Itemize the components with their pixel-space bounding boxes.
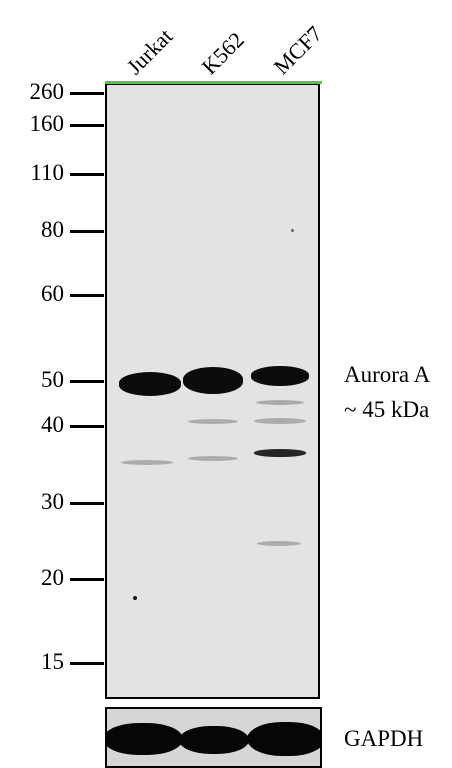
speck-dot (291, 229, 294, 232)
faint-band-mcf7-42 (254, 418, 306, 424)
band-mcf7-aurora-a (251, 366, 309, 386)
faint-band-mcf7-24 (257, 541, 301, 546)
faint-band-k562-35 (188, 456, 238, 461)
band-k562-aurora-a (183, 367, 243, 394)
mw-label-15: 15 (41, 649, 64, 674)
mw-label-20: 20 (41, 565, 64, 590)
mw-label-160: 160 (29, 111, 65, 136)
blot-top-edge (105, 81, 322, 84)
mw-label-80: 80 (41, 217, 64, 242)
mw-tick-50 (70, 380, 104, 383)
faint-band-mcf7-45 (256, 400, 304, 405)
mw-label-60: 60 (41, 281, 64, 306)
lane-label-mcf7: MCF7 (268, 20, 327, 80)
mw-label-110: 110 (30, 160, 64, 185)
mw-tick-110 (70, 173, 104, 176)
mw-tick-40 (70, 425, 104, 428)
gapdh-band-k562 (179, 726, 249, 754)
mw-tick-60 (70, 294, 104, 297)
lane-label-k562: K562 (196, 27, 249, 80)
gapdh-band-mcf7 (247, 722, 320, 756)
gapdh-blot-panel (105, 707, 322, 768)
gapdh-label: GAPDH (344, 726, 424, 751)
mw-tick-80 (70, 230, 104, 233)
mw-tick-15 (70, 662, 104, 665)
speck-dot (133, 596, 137, 600)
mw-label-50: 50 (41, 367, 64, 392)
lane-label-jurkat: Jurkat (121, 23, 178, 80)
mw-label-40: 40 (41, 412, 64, 437)
mw-tick-20 (70, 578, 104, 581)
mw-tick-160 (70, 124, 104, 127)
mw-label-30: 30 (41, 489, 64, 514)
mw-tick-30 (70, 502, 104, 505)
faint-band-jurkat-35 (121, 460, 173, 465)
mw-label-260: 260 (29, 79, 65, 104)
mw-tick-260 (70, 92, 104, 95)
gapdh-band-jurkat (107, 723, 183, 755)
band-jurkat-aurora-a (119, 372, 181, 396)
target-size-label: ~ 45 kDa (344, 397, 430, 422)
band-mcf7-36 (254, 449, 306, 457)
faint-band-k562-42 (188, 419, 238, 424)
target-name-label: Aurora A (344, 362, 431, 387)
